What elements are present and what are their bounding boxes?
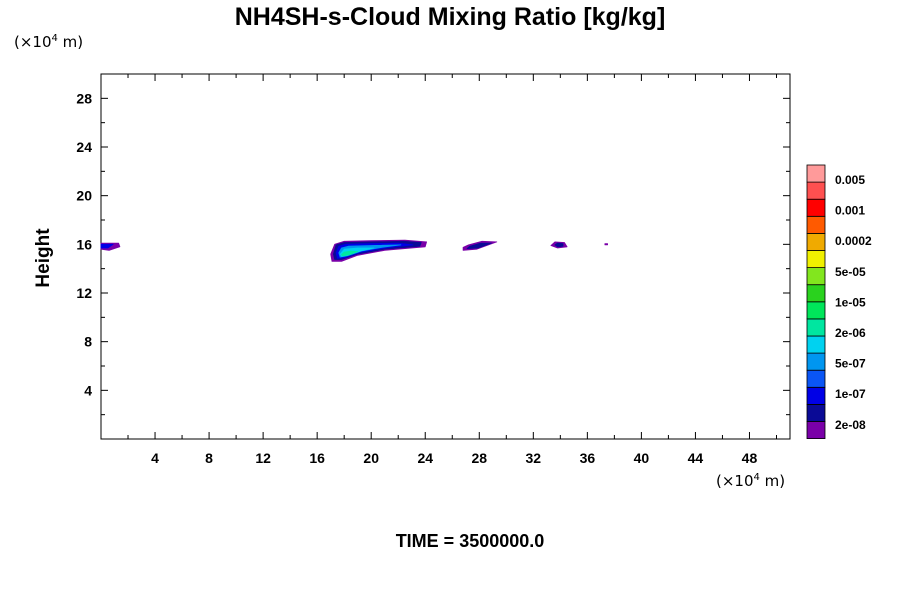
colorbar-segment	[806, 369, 826, 388]
colorbar-label: 1e-05	[835, 295, 866, 309]
cloud-main-core	[341, 250, 359, 257]
x-tick-label: 12	[255, 450, 271, 466]
y-tick-label: 12	[76, 285, 92, 301]
y-tick-label: 4	[84, 382, 92, 398]
colorbar: 0.005 0.001 0.0002 5e-05 1e-05 2e-06 5e-07 1e-0…	[806, 164, 872, 440]
colorbar-segment	[806, 232, 826, 251]
colorbar-segment	[806, 318, 826, 337]
x-tick-label: 24	[417, 450, 433, 466]
colorbar-segment	[806, 335, 826, 354]
colorbar-segment	[806, 386, 826, 405]
x-tick-label: 36	[580, 450, 596, 466]
y-axis-label: Height	[33, 228, 54, 288]
colorbar-segment	[806, 164, 826, 183]
x-axis-unit: (×104 m)	[716, 472, 786, 490]
x-tick-label: 28	[471, 450, 487, 466]
x-ticks: 4 8 12 16 20 24 28 32 36 40 44 48	[127, 74, 777, 466]
colorbar-segment	[806, 301, 826, 320]
cloud-34-core	[554, 242, 564, 248]
y-axis-unit: (×104 m)	[14, 33, 84, 51]
colorbar-segment	[806, 181, 826, 200]
colorbar-segment	[806, 267, 826, 286]
colorbar-segment	[806, 215, 826, 234]
colorbar-segment	[806, 284, 826, 303]
colorbar-segment	[806, 198, 826, 217]
colorbar-label: 1e-07	[835, 387, 866, 401]
colorbar-segment	[806, 421, 826, 440]
cloud-west-edge-core	[100, 243, 114, 249]
x-tick-label: 40	[634, 450, 650, 466]
x-tick-label: 20	[363, 450, 379, 466]
y-tick-label: 20	[76, 188, 92, 204]
colorbar-label: 0.001	[835, 204, 865, 218]
x-tick-label: 44	[688, 450, 704, 466]
colorbar-segment	[806, 403, 826, 422]
x-tick-label: 4	[151, 450, 159, 466]
y-tick-label: 16	[76, 236, 92, 252]
time-label: TIME = 3500000.0	[395, 531, 545, 551]
colorbar-label: 5e-05	[835, 265, 866, 279]
colorbar-label: 2e-08	[835, 418, 866, 432]
x-tick-label: 32	[526, 450, 542, 466]
x-tick-label: 8	[205, 450, 213, 466]
colorbar-label: 0.005	[835, 173, 865, 187]
cloud-features	[100, 239, 608, 262]
chart-title: NH4SH-s-Cloud Mixing Ratio [kg/kg]	[234, 3, 666, 31]
colorbar-segment	[806, 352, 826, 371]
colorbar-label: 5e-07	[835, 357, 866, 371]
cloud-37	[604, 243, 608, 246]
colorbar-segment	[806, 250, 826, 269]
x-tick-label: 48	[742, 450, 758, 466]
cloud-28-core	[466, 242, 492, 250]
y-tick-label: 8	[84, 334, 92, 350]
plot-frame	[100, 73, 791, 440]
colorbar-label: 2e-06	[835, 326, 866, 340]
y-tick-label: 24	[76, 139, 92, 155]
colorbar-label: 0.0002	[835, 234, 872, 248]
y-tick-label: 28	[76, 90, 92, 106]
y-ticks: 4 8 12 16 20 24 28	[76, 90, 790, 416]
x-tick-label: 16	[309, 450, 325, 466]
